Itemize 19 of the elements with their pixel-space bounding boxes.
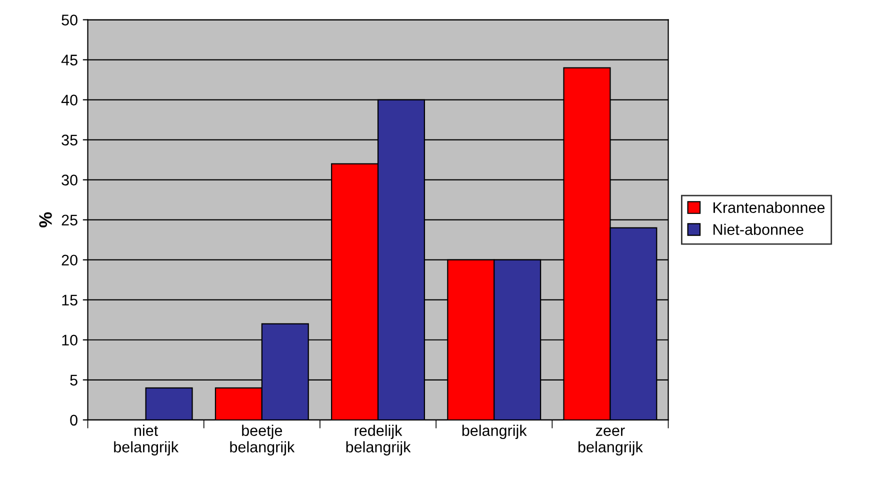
y-tick-label: 25: [62, 214, 78, 226]
y-tick-label: 35: [62, 134, 78, 146]
x-tick-label: redelijk belangrijk: [346, 424, 411, 456]
y-axis-title: %: [39, 212, 52, 228]
legend-label: Krantenabonnee: [714, 202, 825, 213]
legend-label: Niet-abonnee: [714, 224, 804, 235]
x-tick-label: beetje belangrijk: [230, 424, 295, 456]
x-tick-label: zeer belangrijk: [578, 428, 643, 456]
y-tick-label: 20: [62, 254, 78, 266]
x-tick-label: niet belangrijk: [114, 424, 179, 456]
y-tick-label: 10: [62, 334, 78, 346]
y-tick-label: 0: [70, 414, 78, 426]
y-tick-label: 50: [62, 14, 78, 26]
y-tick-label: 40: [61, 94, 78, 106]
y-tick-label: 45: [61, 54, 78, 66]
y-tick-label: 5: [70, 374, 78, 386]
x-tick-label: belangrijk: [462, 424, 527, 440]
y-tick-label: 30: [62, 174, 78, 186]
y-tick-label: 15: [62, 294, 78, 306]
